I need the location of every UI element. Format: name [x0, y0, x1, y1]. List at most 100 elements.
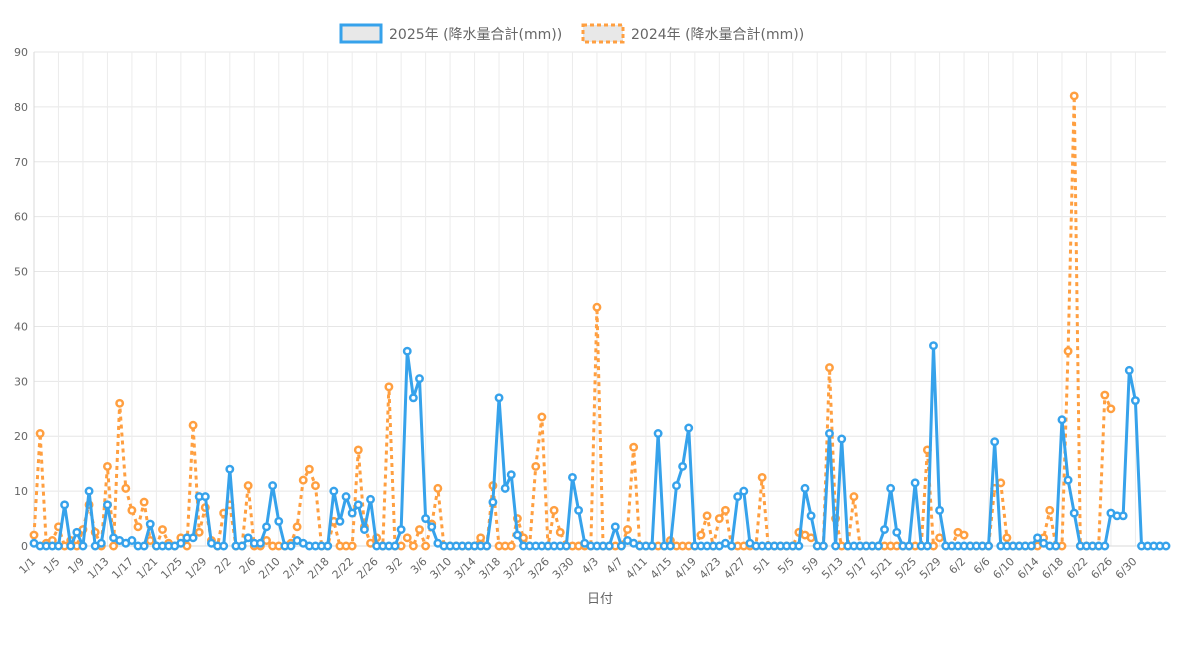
data-point-2025[interactable] [929, 341, 938, 351]
data-point-2025[interactable] [672, 481, 681, 491]
data-point-2024[interactable] [109, 541, 118, 551]
data-point-2025[interactable] [568, 472, 577, 482]
data-point-2024[interactable] [311, 481, 320, 491]
data-point-2025[interactable] [188, 533, 198, 543]
data-point-2025[interactable] [1063, 475, 1073, 485]
data-point-2024[interactable] [35, 429, 45, 438]
data-point-2024[interactable] [806, 533, 816, 543]
data-point-2025[interactable] [825, 429, 834, 438]
data-point-2025[interactable] [647, 541, 657, 551]
data-point-2025[interactable] [96, 538, 106, 548]
data-point-2025[interactable] [665, 541, 675, 551]
data-point-2025[interactable] [366, 494, 375, 504]
data-point-2025[interactable] [831, 541, 841, 551]
data-point-2025[interactable] [604, 541, 614, 551]
data-point-2025[interactable] [800, 483, 810, 493]
data-point-2025[interactable] [561, 541, 571, 551]
data-point-2025[interactable] [873, 541, 883, 551]
data-point-2025[interactable] [684, 423, 694, 433]
data-point-2025[interactable] [1100, 541, 1110, 551]
data-point-2024[interactable] [415, 525, 424, 534]
legend-label-2024[interactable]: 2024年 (降水量合計(mm)) [631, 27, 804, 43]
data-point-2025[interactable] [255, 538, 265, 548]
data-point-2025[interactable] [176, 538, 186, 548]
data-point-2025[interactable] [935, 505, 945, 515]
data-point-2025[interactable] [653, 429, 663, 438]
data-point-2025[interactable] [512, 530, 522, 540]
data-point-2024[interactable] [1100, 390, 1110, 400]
data-point-2025[interactable] [1118, 511, 1128, 521]
data-point-2024[interactable] [1045, 505, 1055, 515]
data-point-2025[interactable] [421, 514, 431, 524]
data-point-2024[interactable] [145, 536, 155, 545]
data-point-2024[interactable] [115, 398, 125, 408]
data-point-2025[interactable] [984, 541, 994, 551]
data-point-2024[interactable] [714, 514, 724, 524]
data-point-2024[interactable] [347, 541, 357, 551]
data-point-2024[interactable] [959, 530, 969, 540]
data-point-2025[interactable] [102, 500, 112, 510]
data-point-2025[interactable] [733, 492, 743, 502]
data-point-2025[interactable] [268, 481, 278, 491]
data-point-2024[interactable] [702, 511, 712, 521]
data-point-2025[interactable] [910, 478, 920, 488]
data-point-2024[interactable] [243, 481, 253, 491]
data-point-2025[interactable] [66, 541, 76, 551]
data-point-2025[interactable] [1124, 365, 1134, 375]
data-point-2025[interactable] [794, 541, 804, 551]
data-point-2024[interactable] [849, 492, 859, 502]
data-point-2024[interactable] [408, 541, 418, 551]
data-point-2025[interactable] [237, 541, 247, 551]
data-point-2024[interactable] [935, 533, 945, 543]
data-point-2024[interactable] [158, 525, 167, 534]
data-point-2025[interactable] [506, 470, 516, 480]
data-point-2025[interactable] [1051, 541, 1061, 551]
data-point-2025[interactable] [818, 541, 828, 551]
data-point-2025[interactable] [200, 492, 210, 502]
data-point-2025[interactable] [335, 516, 345, 526]
data-point-2024[interactable] [292, 522, 302, 532]
data-point-2024[interactable] [121, 483, 131, 493]
data-point-2025[interactable] [329, 486, 339, 496]
data-point-2025[interactable] [341, 492, 351, 502]
data-point-2025[interactable] [427, 522, 437, 532]
data-point-2024[interactable] [127, 505, 137, 515]
data-point-2025[interactable] [390, 541, 400, 551]
data-point-2025[interactable] [886, 483, 896, 493]
data-point-2025[interactable] [922, 541, 932, 551]
data-point-2024[interactable] [102, 461, 112, 471]
data-point-2025[interactable] [139, 541, 149, 551]
data-point-2024[interactable] [1106, 404, 1116, 414]
data-point-2024[interactable] [384, 382, 394, 392]
data-point-2025[interactable] [396, 525, 406, 534]
data-point-2024[interactable] [433, 483, 443, 493]
data-point-2024[interactable] [1002, 533, 1012, 543]
data-point-2024[interactable] [194, 527, 204, 537]
data-point-2025[interactable] [1026, 541, 1036, 551]
data-point-2025[interactable] [1069, 508, 1079, 518]
data-point-2025[interactable] [54, 541, 63, 551]
data-point-2024[interactable] [476, 533, 486, 543]
data-point-2024[interactable] [139, 497, 149, 507]
data-point-2024[interactable] [1063, 346, 1073, 356]
data-point-2024[interactable] [353, 445, 363, 455]
data-point-2025[interactable] [1161, 541, 1171, 551]
data-point-2025[interactable] [286, 541, 296, 551]
data-point-2024[interactable] [555, 527, 565, 537]
data-point-2025[interactable] [225, 464, 235, 474]
data-point-2024[interactable] [696, 530, 706, 540]
data-point-2024[interactable] [133, 522, 143, 532]
data-point-2024[interactable] [549, 505, 559, 515]
data-point-2025[interactable] [359, 525, 369, 534]
data-point-2024[interactable] [629, 442, 639, 452]
data-point-2025[interactable] [500, 483, 510, 493]
data-point-2025[interactable] [727, 541, 737, 551]
legend-label-2025[interactable]: 2025年 (降水量合計(mm)) [389, 27, 562, 43]
data-point-2025[interactable] [1057, 415, 1067, 425]
data-point-2025[interactable] [60, 500, 70, 510]
data-point-2025[interactable] [262, 522, 271, 532]
data-point-2025[interactable] [494, 393, 504, 403]
data-point-2025[interactable] [78, 541, 88, 551]
data-point-2025[interactable] [408, 393, 418, 403]
data-point-2025[interactable] [990, 437, 1000, 447]
